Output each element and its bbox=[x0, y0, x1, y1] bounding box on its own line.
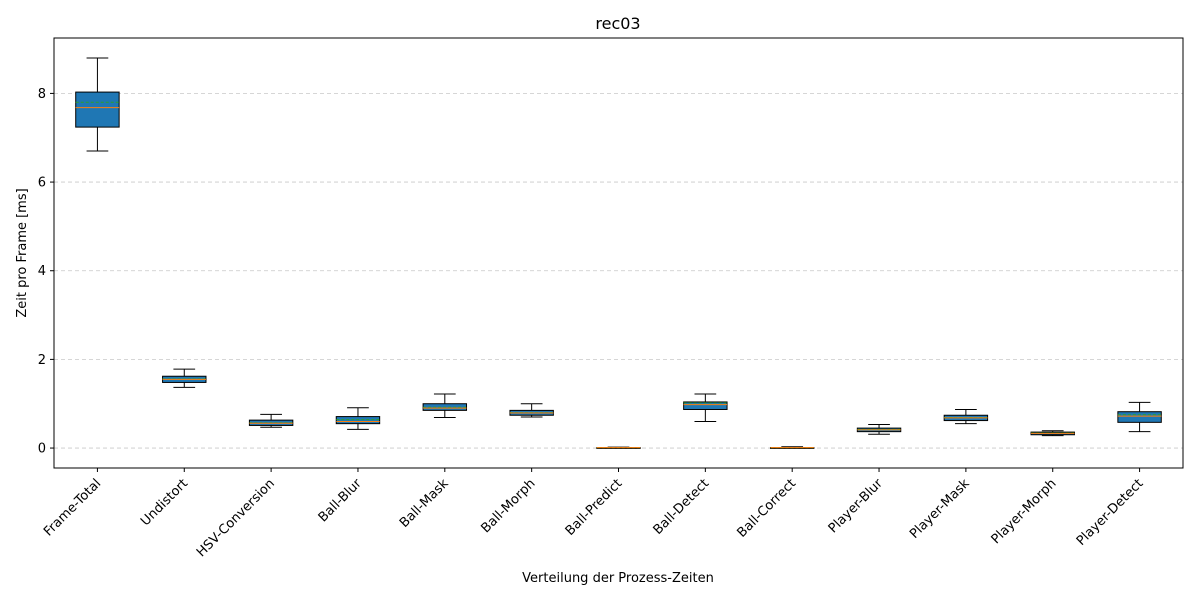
box-ball-mask bbox=[422, 393, 468, 418]
x-tick-label: Player-Detect bbox=[1074, 476, 1147, 549]
x-ticks: Frame-Total Undistort HSV-Conversion Ball-B… bbox=[41, 468, 1146, 560]
x-tick-label: Ball-Predict bbox=[563, 476, 626, 539]
box-ball-detect bbox=[683, 393, 728, 422]
box-player-detect bbox=[1117, 401, 1162, 433]
box-player-mask bbox=[943, 408, 989, 425]
x-tick-label: Player-Blur bbox=[826, 476, 887, 537]
box-frame-total bbox=[75, 57, 120, 152]
boxes bbox=[75, 57, 1162, 449]
y-axis-label: Zeit pro Frame [ms] bbox=[15, 188, 30, 317]
x-tick-label: Ball-Mask bbox=[397, 476, 452, 531]
box-body bbox=[75, 91, 120, 128]
x-tick-label: Player-Mask bbox=[907, 476, 973, 542]
y-tick-label: 0 bbox=[38, 442, 46, 457]
x-tick-label: Ball-Morph bbox=[479, 476, 539, 536]
y-tick-label: 4 bbox=[38, 264, 46, 279]
box-body bbox=[1117, 411, 1162, 423]
box-hsv-conversion bbox=[248, 413, 294, 428]
box-undistort bbox=[162, 368, 207, 388]
x-tick-label: Ball-Blur bbox=[316, 476, 366, 526]
y-tick-label: 2 bbox=[38, 353, 46, 368]
x-tick-label: Ball-Detect bbox=[651, 476, 713, 538]
box-ball-correct bbox=[769, 446, 815, 449]
y-tick-label: 6 bbox=[38, 176, 46, 191]
plot-frame bbox=[53, 37, 1184, 469]
x-tick-label: Frame-Total bbox=[41, 476, 104, 539]
x-axis-label: Verteilung der Prozess-Zeiten bbox=[522, 571, 714, 586]
x-tick-label: Ball-Correct bbox=[734, 476, 799, 541]
box-player-blur bbox=[856, 424, 902, 435]
box-ball-morph bbox=[509, 403, 554, 418]
y-ticks: 0 2 4 6 8 bbox=[38, 87, 54, 457]
grid-lines bbox=[54, 93, 1183, 449]
chart-title: rec03 bbox=[595, 14, 640, 33]
x-tick-label: HSV-Conversion bbox=[194, 476, 278, 560]
y-tick-label: 8 bbox=[38, 87, 46, 102]
x-tick-label: Undistort bbox=[138, 476, 191, 529]
box-player-morph bbox=[1030, 430, 1075, 437]
box-ball-predict bbox=[596, 446, 641, 449]
x-tick-label: Player-Morph bbox=[989, 476, 1060, 547]
box-body bbox=[683, 401, 728, 410]
box-ball-blur bbox=[335, 407, 381, 430]
